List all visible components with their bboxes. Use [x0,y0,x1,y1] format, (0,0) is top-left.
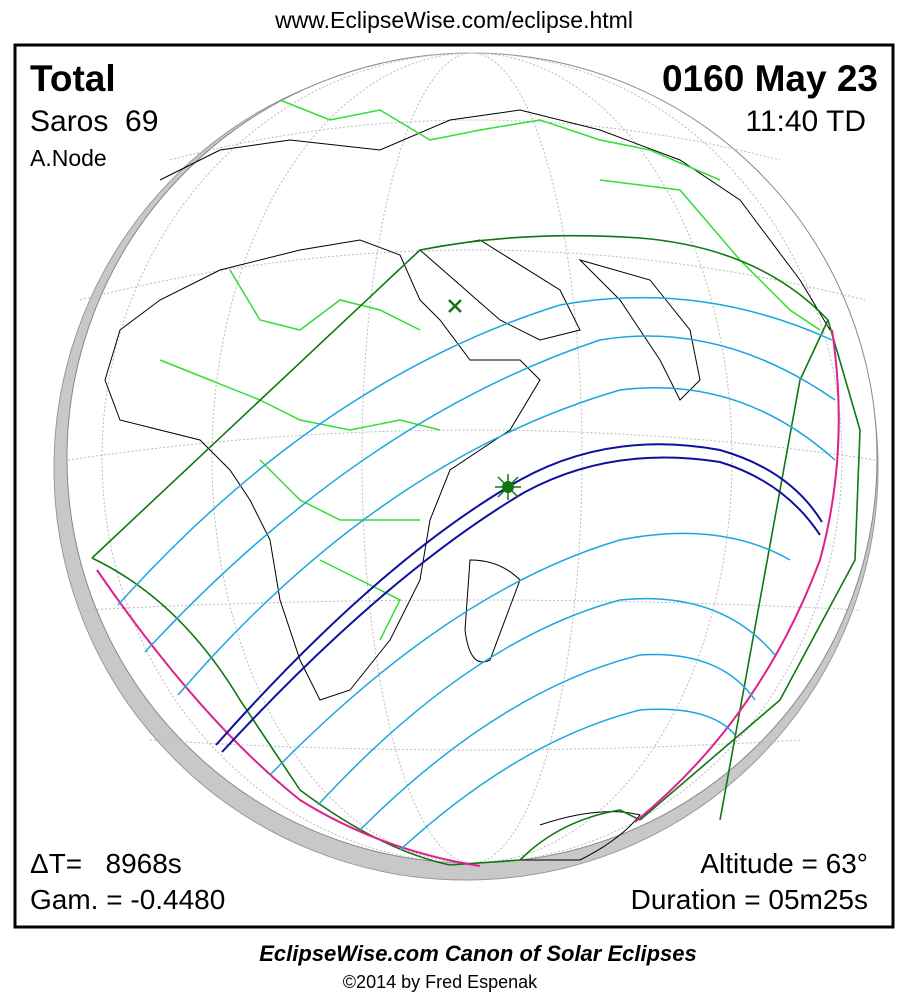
altitude: Altitude = 63° [700,848,868,879]
url: www.EclipseWise.com/eclipse.html [274,7,633,33]
duration: Duration = 05m25s [631,884,868,915]
graticule [67,52,877,864]
eclipse-type: Total [30,58,116,99]
time: 11:40 TD [745,105,866,138]
frame [13,43,895,929]
date: 0160 May 23 [662,58,878,99]
eclipse-path [91,234,861,867]
node: A.Node [30,145,107,171]
delta-t: ΔT= 8968s [30,848,182,879]
globe [53,52,879,881]
saros: Saros 69 [30,105,158,138]
coastlines [104,109,831,861]
footer-title: EclipseWise.com Canon of Solar Eclipses [259,941,697,966]
copyright: ©2014 by Fred Espenak [343,972,538,992]
gamma: Gam. = -0.4480 [30,884,225,915]
